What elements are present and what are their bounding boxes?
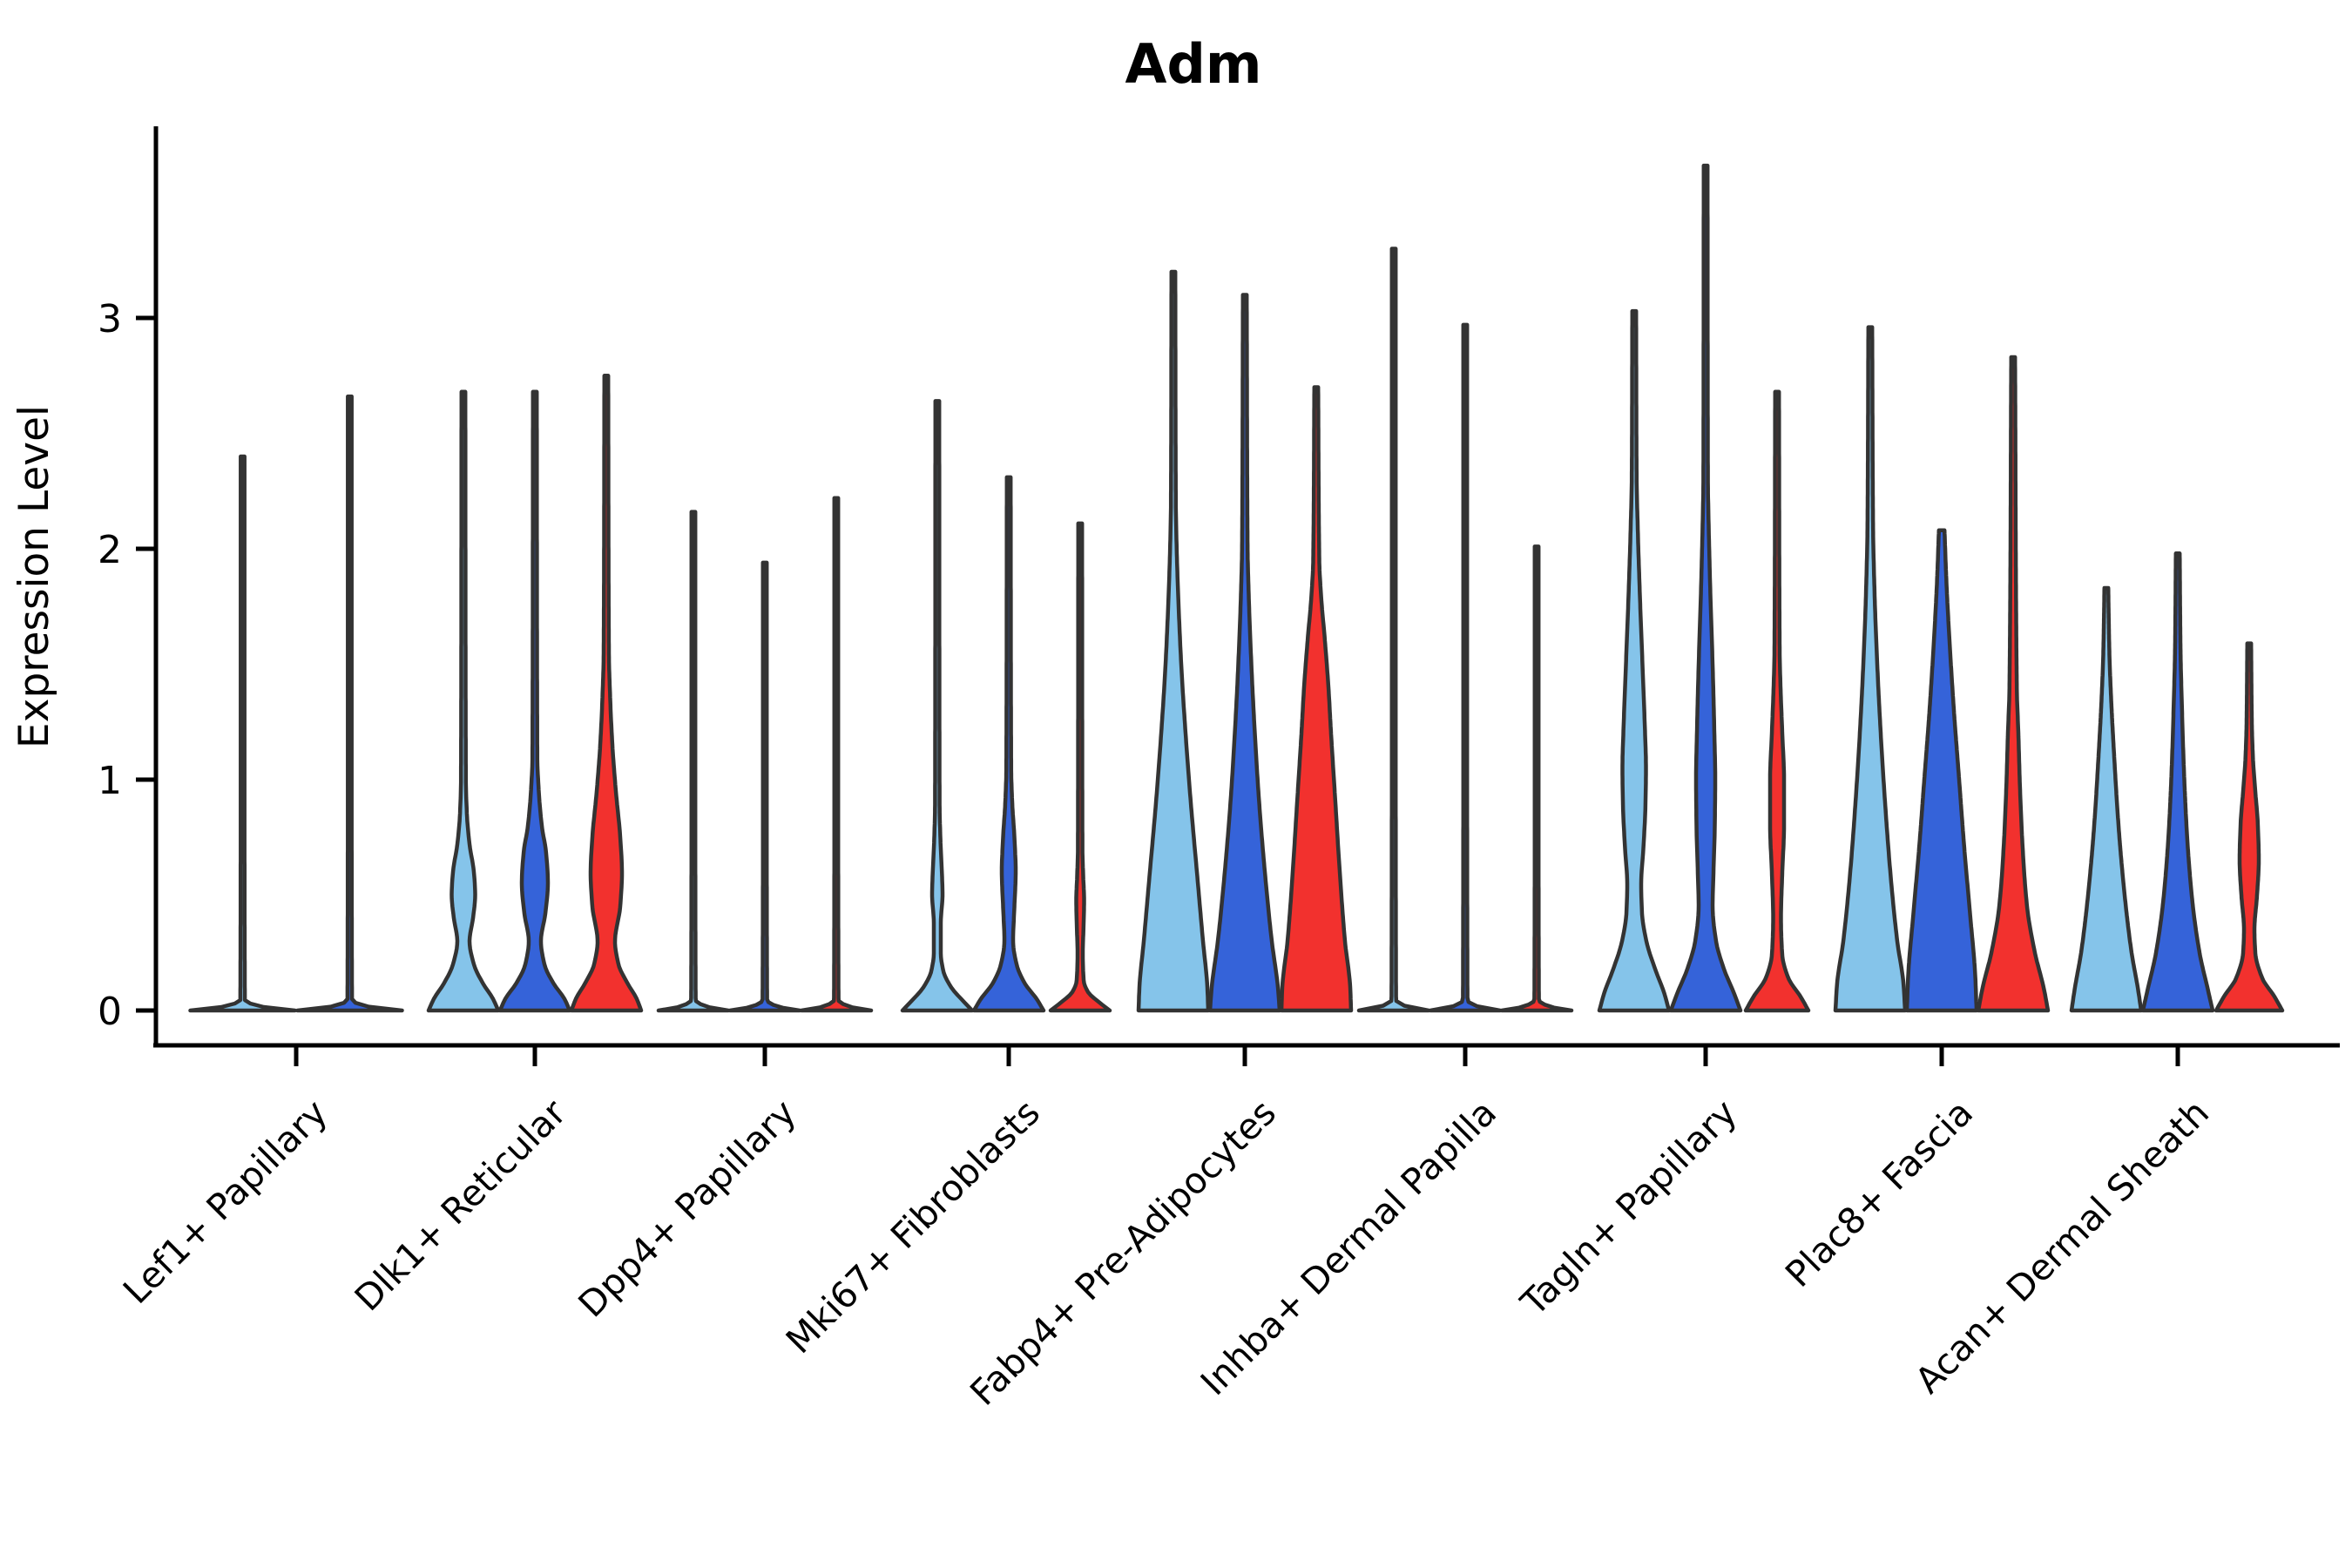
x-tick-label: Plac8+ Fascia xyxy=(1777,1092,1981,1295)
y-tick-label: 0 xyxy=(98,990,122,1034)
violin-mki67+-hue1 xyxy=(971,475,1046,1013)
violin-tagln+-hue2 xyxy=(1743,389,1811,1013)
y-axis-ticks: 0 1 2 3 xyxy=(98,297,156,1034)
violin-plac8+-hue1 xyxy=(1904,528,1979,1013)
violin-fabp4+-hue1 xyxy=(1207,293,1282,1013)
chart-title: Adm xyxy=(1125,32,1262,96)
x-tick-label: Lef1+ Papillary xyxy=(115,1092,335,1312)
x-tick-label: Tagln+ Papillary xyxy=(1512,1092,1745,1324)
y-tick-label: 1 xyxy=(98,759,122,803)
violin-lef1+-hue1 xyxy=(295,394,404,1013)
violin-tagln+-hue1 xyxy=(1668,163,1743,1013)
x-tick-label: Mki67+ Fibroblasts xyxy=(778,1092,1048,1362)
violin-plac8+-hue0 xyxy=(1833,325,1908,1013)
violin-acan+-hue1 xyxy=(2140,551,2215,1013)
violin-dpp4+-hue2 xyxy=(799,496,874,1013)
violin-plac8+-hue2 xyxy=(1976,355,2051,1013)
violin-dlk1+-hue2 xyxy=(569,374,644,1013)
violin-tagln+-hue0 xyxy=(1597,308,1672,1013)
violin-mki67+-hue0 xyxy=(900,399,975,1013)
y-tick-label: 2 xyxy=(98,528,122,572)
violin-acan+-hue2 xyxy=(2213,641,2285,1013)
violin-fabp4+-hue2 xyxy=(1279,385,1354,1013)
x-tick-label: Dpp4+ Papillary xyxy=(571,1092,804,1325)
x-tick-label: Dlk1+ Reticular xyxy=(347,1092,574,1319)
violin-inhba+-hue2 xyxy=(1499,544,1574,1013)
violin-acan+-hue0 xyxy=(2069,585,2144,1013)
violin-dpp4+-hue1 xyxy=(727,560,802,1013)
violin-dlk1+-hue1 xyxy=(497,389,572,1013)
violin-group xyxy=(188,163,2285,1013)
y-tick-label: 3 xyxy=(98,297,122,341)
violin-dpp4+-hue0 xyxy=(656,510,731,1013)
violin-dlk1+-hue0 xyxy=(426,389,501,1013)
violin-mki67+-hue2 xyxy=(1048,521,1112,1013)
y-axis-label: Expression Level xyxy=(10,405,58,748)
violin-fabp4+-hue0 xyxy=(1136,269,1211,1013)
violin-inhba+-hue1 xyxy=(1428,322,1503,1013)
violin-lef1+-hue0 xyxy=(188,454,297,1013)
violin-inhba+-hue0 xyxy=(1356,247,1431,1013)
